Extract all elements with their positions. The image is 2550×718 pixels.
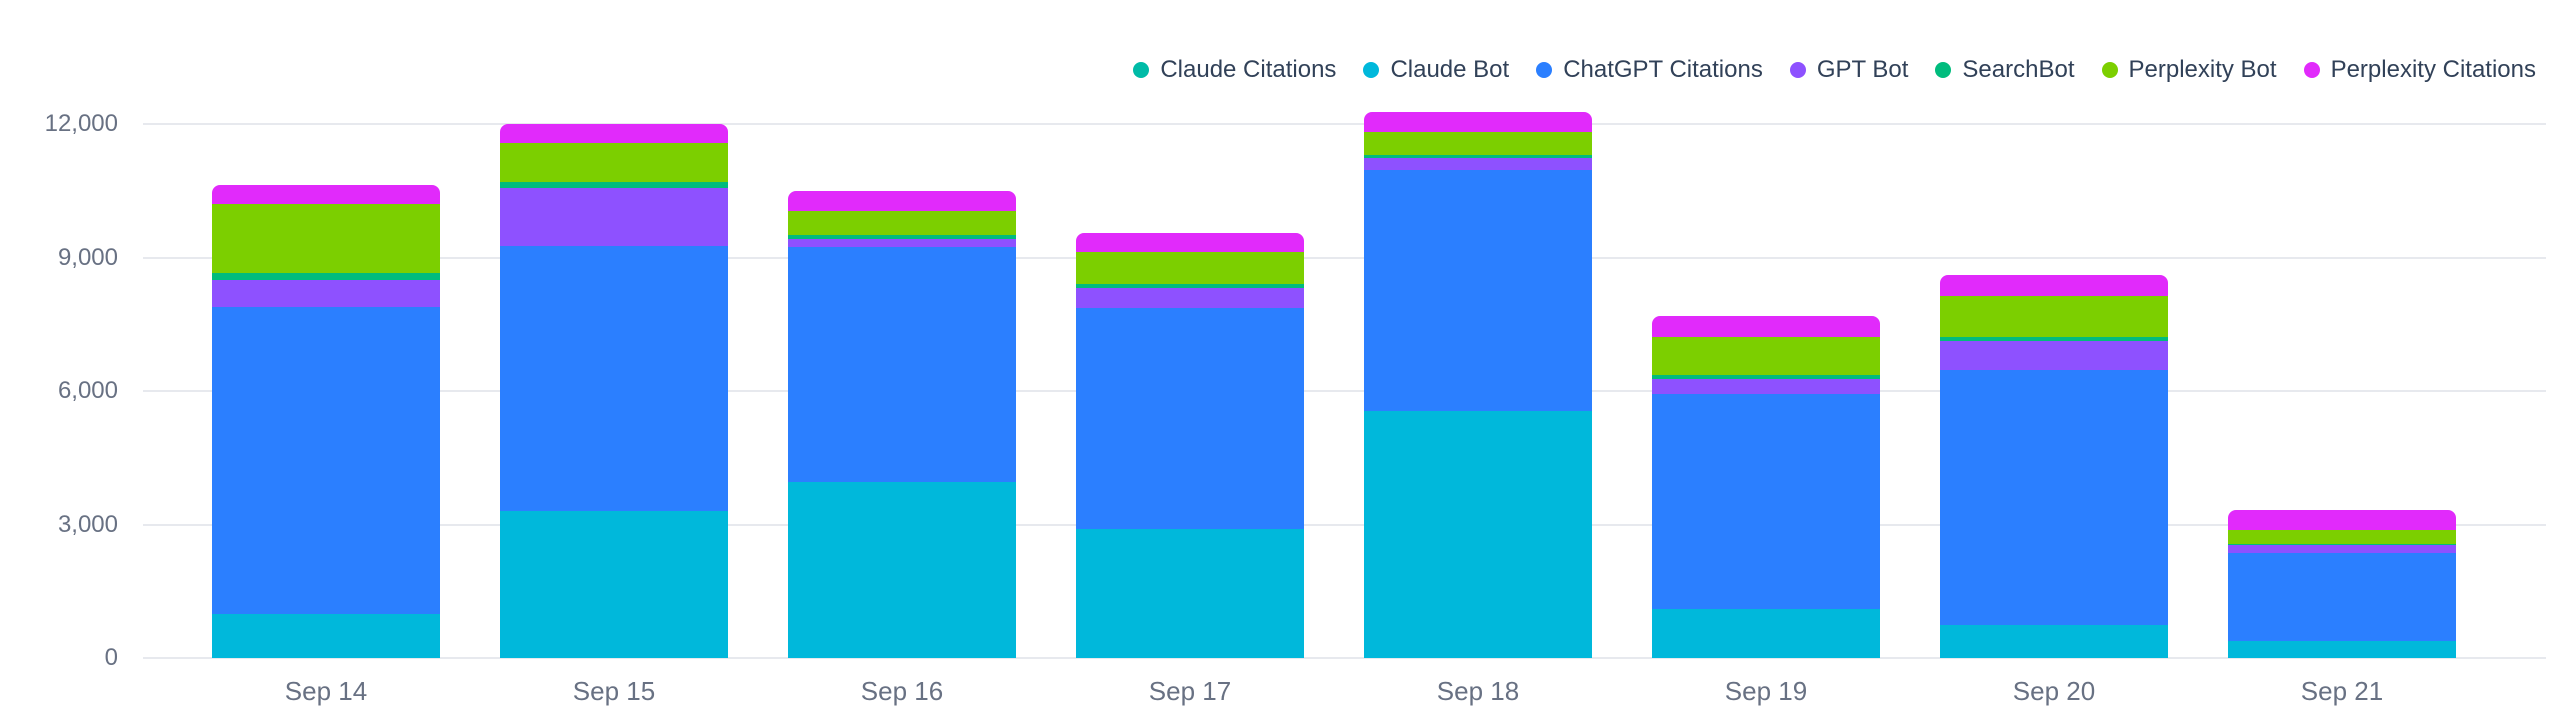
bar-segment-gpt-bot-sep-17[interactable] xyxy=(1076,288,1304,308)
bar-segment-searchbot-sep-21[interactable] xyxy=(2228,543,2456,546)
legend-dot-icon xyxy=(1536,62,1553,78)
bar-segment-searchbot-sep-20[interactable] xyxy=(1940,336,2168,341)
bar-segment-perplexity-bot-sep-17[interactable] xyxy=(1076,252,1304,285)
gridline-3000 xyxy=(143,523,2546,526)
legend-item-label: SearchBot xyxy=(1962,56,2075,83)
legend-dot-icon xyxy=(2303,62,2320,78)
bar-segment-perplexity-bot-sep-16[interactable] xyxy=(788,210,1016,236)
legend-item-perplexity-citations[interactable]: Perplexity Citations xyxy=(2303,56,2536,84)
legend-item-label: Perplexity Citations xyxy=(2330,56,2536,83)
bar-segment-gpt-bot-sep-14[interactable] xyxy=(212,280,440,307)
legend-item-perplexity-bot[interactable]: Perplexity Bot xyxy=(2101,56,2277,84)
x-axis-label-sep-21: Sep 21 xyxy=(2300,676,2384,706)
x-axis-label-sep-14: Sep 14 xyxy=(284,676,368,706)
x-axis-label-sep-17: Sep 17 xyxy=(1148,676,1232,706)
chart-legend: Claude Citations Claude Bot ChatGPT Citati… xyxy=(1133,56,2536,84)
gridline-6000 xyxy=(143,390,2546,393)
legend-item-label: GPT Bot xyxy=(1816,56,1909,83)
plot-area: 0 3,000 6,000 9,000 12,000 Sep 14 Sep 15 Sep 16… xyxy=(45,80,2546,706)
bar-segment-chatgpt-citations-sep-19[interactable] xyxy=(1652,394,1880,610)
legend-dot-icon xyxy=(2101,62,2118,78)
legend-item-searchbot[interactable]: SearchBot xyxy=(1935,56,2075,84)
legend-item-label: Claude Citations xyxy=(1160,56,1337,83)
legend-item-gpt-bot[interactable]: GPT Bot xyxy=(1789,56,1909,84)
bar-segment-claude-bot-sep-21[interactable] xyxy=(2228,641,2456,658)
y-axis-tick-label-12000: 12,000 xyxy=(44,110,118,138)
bar-segment-gpt-bot-sep-18[interactable] xyxy=(1364,158,1592,171)
bar-segment-searchbot-sep-18[interactable] xyxy=(1364,155,1592,159)
bar-segment-claude-bot-sep-20[interactable] xyxy=(1940,624,2168,658)
gridline-12000 xyxy=(143,123,2546,126)
bar-segment-gpt-bot-sep-16[interactable] xyxy=(788,239,1016,247)
bar-segment-chatgpt-citations-sep-18[interactable] xyxy=(1364,170,1592,412)
bar-sep-15[interactable] xyxy=(500,123,728,658)
bar-segment-perplexity-bot-sep-14[interactable] xyxy=(212,204,440,274)
bar-segment-claude-bot-sep-19[interactable] xyxy=(1652,609,1880,658)
bar-segment-searchbot-sep-17[interactable] xyxy=(1076,284,1304,289)
legend-dot-icon xyxy=(1789,62,1806,78)
bar-segment-chatgpt-citations-sep-20[interactable] xyxy=(1940,369,2168,625)
bar-segment-perplexity-citations-sep-19[interactable] xyxy=(1652,316,1880,337)
legend-dot-icon xyxy=(1363,62,1380,78)
x-axis-label-sep-18: Sep 18 xyxy=(1436,676,1520,706)
legend-item-claude-citations[interactable]: Claude Citations xyxy=(1133,56,1336,84)
bar-segment-chatgpt-citations-sep-16[interactable] xyxy=(788,246,1016,483)
bar-segment-claude-bot-sep-16[interactable] xyxy=(788,482,1016,658)
bar-sep-18[interactable] xyxy=(1364,111,1592,658)
bar-segment-perplexity-citations-sep-20[interactable] xyxy=(1940,274,2168,296)
bar-sep-14[interactable] xyxy=(212,185,440,658)
legend-item-label: Claude Bot xyxy=(1390,56,1510,83)
y-axis-tick-label-6000: 6,000 xyxy=(57,377,118,405)
bar-sep-16[interactable] xyxy=(788,190,1016,658)
bar-segment-perplexity-bot-sep-15[interactable] xyxy=(500,142,728,182)
bar-segment-perplexity-bot-sep-19[interactable] xyxy=(1652,337,1880,375)
bar-segment-chatgpt-citations-sep-15[interactable] xyxy=(500,245,728,512)
bar-segment-claude-bot-sep-15[interactable] xyxy=(500,511,728,658)
x-axis-label-sep-20: Sep 20 xyxy=(2012,676,2096,706)
bar-segment-claude-bot-sep-14[interactable] xyxy=(212,613,440,658)
bar-segment-claude-bot-sep-18[interactable] xyxy=(1364,411,1592,658)
legend-item-label: Perplexity Bot xyxy=(2128,56,2277,83)
x-axis-label-sep-19: Sep 19 xyxy=(1724,676,1808,706)
bar-segment-perplexity-bot-sep-18[interactable] xyxy=(1364,132,1592,156)
bar-segment-perplexity-citations-sep-16[interactable] xyxy=(788,190,1016,211)
bar-segment-perplexity-citations-sep-14[interactable] xyxy=(212,185,440,205)
y-axis-tick-label-9000: 9,000 xyxy=(57,243,118,271)
bar-sep-21[interactable] xyxy=(2228,510,2456,658)
legend-item-chatgpt-citations[interactable]: ChatGPT Citations xyxy=(1536,56,1763,84)
y-axis-tick-label-3000: 3,000 xyxy=(57,510,118,538)
legend-item-label: ChatGPT Citations xyxy=(1563,56,1763,83)
y-axis-tick-label-0: 0 xyxy=(104,644,118,671)
bar-segment-perplexity-bot-sep-21[interactable] xyxy=(2228,530,2456,544)
bar-sep-20[interactable] xyxy=(1940,274,2168,658)
x-axis-label-sep-15: Sep 15 xyxy=(572,676,656,706)
bar-segment-perplexity-citations-sep-21[interactable] xyxy=(2228,510,2456,531)
bar-segment-gpt-bot-sep-20[interactable] xyxy=(1940,340,2168,370)
bar-segment-chatgpt-citations-sep-21[interactable] xyxy=(2228,553,2456,642)
bar-segment-searchbot-sep-14[interactable] xyxy=(212,273,440,281)
bar-segment-perplexity-citations-sep-18[interactable] xyxy=(1364,111,1592,133)
bar-segment-searchbot-sep-15[interactable] xyxy=(500,181,728,188)
bar-segment-gpt-bot-sep-19[interactable] xyxy=(1652,379,1880,395)
gridline-9000 xyxy=(143,256,2546,259)
bar-segment-gpt-bot-sep-21[interactable] xyxy=(2228,545,2456,554)
legend-item-claude-bot[interactable]: Claude Bot xyxy=(1363,56,1509,84)
bar-segment-perplexity-citations-sep-17[interactable] xyxy=(1076,232,1304,253)
bar-sep-19[interactable] xyxy=(1652,316,1880,658)
bar-segment-gpt-bot-sep-15[interactable] xyxy=(500,187,728,246)
x-axis-label-sep-16: Sep 16 xyxy=(860,676,944,706)
gridline-0 xyxy=(143,657,2546,659)
bar-sep-17[interactable] xyxy=(1076,232,1304,658)
bar-segment-perplexity-citations-sep-15[interactable] xyxy=(500,123,728,143)
bar-segment-chatgpt-citations-sep-17[interactable] xyxy=(1076,307,1304,530)
legend-dot-icon xyxy=(1935,62,1952,78)
legend-dot-icon xyxy=(1133,62,1150,78)
bar-segment-perplexity-bot-sep-20[interactable] xyxy=(1940,295,2168,337)
bar-segment-chatgpt-citations-sep-14[interactable] xyxy=(212,306,440,614)
bar-segment-searchbot-sep-19[interactable] xyxy=(1652,374,1880,380)
bar-segment-claude-bot-sep-17[interactable] xyxy=(1076,529,1304,658)
bar-segment-searchbot-sep-16[interactable] xyxy=(788,235,1016,240)
